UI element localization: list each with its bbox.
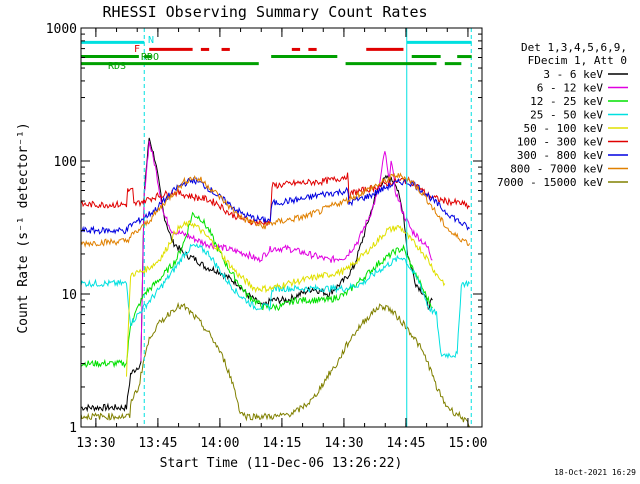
series-line-2 [140, 140, 433, 362]
legend-label-3: 12 - 25 keV [530, 95, 603, 108]
vertical-lines-layer [143, 28, 472, 427]
legend-label-9: 7000 - 15000 keV [497, 176, 603, 189]
y-axis-label: Count Rate (s⁻¹ detector⁻¹) [16, 122, 31, 333]
y-tick-label-4: 1000 [46, 22, 77, 37]
legend-label-4: 25 - 50 keV [530, 109, 603, 122]
series-line-1 [81, 137, 433, 413]
y-tick-label-1: 1 [69, 421, 77, 436]
legend-label-8: 800 - 7000 keV [510, 163, 603, 176]
x-tick-label-1: 13:30 [76, 436, 115, 451]
series-layer [81, 137, 471, 427]
series-line-8 [81, 172, 471, 248]
flag-label-rdo: RDO [141, 52, 159, 63]
x-tick-label-6: 14:45 [386, 436, 425, 451]
x-tick-label-3: 14:00 [200, 436, 239, 451]
flag-label-f: F [134, 44, 140, 55]
series-line-3 [81, 211, 433, 369]
axes-layer: 13:30 13:45 14:00 14:15 14:30 14:45 15:00 1 10 10… [46, 22, 488, 451]
footer-timestamp: 18-Oct-2021 16:29 [554, 468, 636, 477]
legend-label-2: 6 - 12 keV [537, 82, 604, 95]
x-tick-label-2: 13:45 [138, 436, 177, 451]
flag-label-n: N [148, 35, 154, 46]
chart-title: RHESSI Observing Summary Count Rates [102, 3, 427, 21]
y-tick-label-3: 100 [54, 155, 77, 170]
x-tick-label-5: 14:30 [324, 436, 363, 451]
series-line-5 [126, 220, 446, 377]
legend-label-1: 3 - 6 keV [543, 68, 603, 81]
x-axis-label: Start Time (11-Dec-06 13:26:22) [160, 456, 403, 471]
x-tick-label-4: 14:15 [262, 436, 301, 451]
legend-header-line-1: Det 1,3,4,5,6,9, [521, 41, 627, 54]
x-tick-label-7: 15:00 [448, 436, 487, 451]
series-line-7 [81, 176, 470, 235]
legend-label-6: 100 - 300 keV [517, 136, 603, 149]
y-tick-label-2: 10 [61, 288, 77, 303]
legend: Det 1,3,4,5,6,9,FDecim 1, Att 03 - 6 keV… [497, 41, 628, 189]
series-line-4 [81, 243, 471, 360]
legend-label-5: 50 - 100 keV [524, 122, 604, 135]
legend-label-7: 300 - 800 keV [517, 149, 603, 162]
legend-header-line-2: FDecim 1, Att 0 [528, 54, 627, 67]
series-line-9 [81, 301, 471, 427]
flag-label-rds: RDS [108, 61, 126, 72]
